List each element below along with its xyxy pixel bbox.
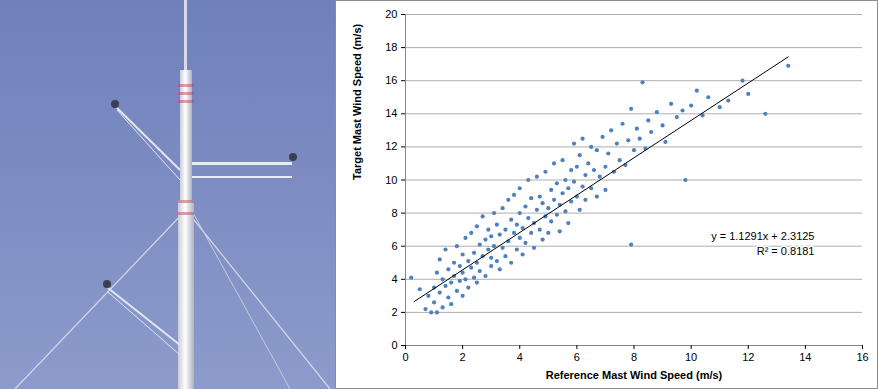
svg-text:R² = 0.8181: R² = 0.8181 [757, 245, 815, 257]
svg-text:8: 8 [391, 207, 397, 219]
svg-text:0: 0 [402, 351, 408, 363]
svg-text:14: 14 [799, 351, 811, 363]
svg-text:16: 16 [856, 351, 868, 363]
svg-text:12: 12 [742, 351, 754, 363]
svg-text:Reference Mast Wind Speed (m/s: Reference Mast Wind Speed (m/s) [546, 369, 723, 381]
svg-text:2: 2 [460, 351, 466, 363]
svg-text:4: 4 [517, 351, 523, 363]
svg-text:8: 8 [631, 351, 637, 363]
svg-text:Target Mast Wind Speed (m/s): Target Mast Wind Speed (m/s) [351, 24, 363, 180]
svg-text:18: 18 [385, 41, 397, 53]
svg-text:12: 12 [385, 140, 397, 152]
svg-text:2: 2 [391, 306, 397, 318]
svg-text:6: 6 [574, 351, 580, 363]
svg-text:10: 10 [685, 351, 697, 363]
svg-text:0: 0 [391, 339, 397, 351]
svg-text:16: 16 [385, 74, 397, 86]
svg-text:4: 4 [391, 273, 397, 285]
svg-text:6: 6 [391, 240, 397, 252]
svg-text:20: 20 [385, 8, 397, 20]
svg-text:y = 1.1291x + 2.3125: y = 1.1291x + 2.3125 [711, 230, 814, 242]
svg-text:14: 14 [385, 107, 397, 119]
svg-text:10: 10 [385, 174, 397, 186]
